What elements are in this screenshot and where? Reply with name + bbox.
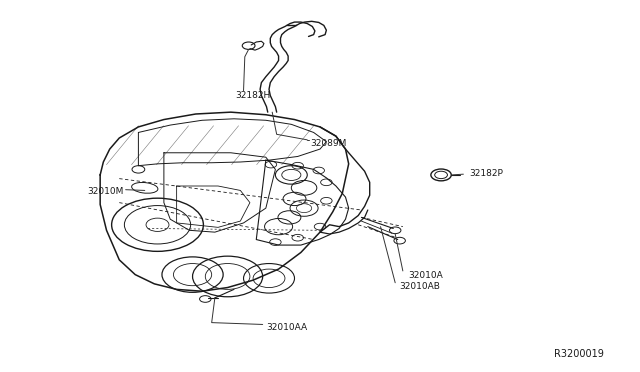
- Text: 32182P: 32182P: [470, 169, 504, 177]
- Text: R3200019: R3200019: [554, 349, 604, 359]
- Text: 32182H: 32182H: [236, 91, 271, 100]
- Text: 32010A: 32010A: [408, 271, 443, 280]
- Text: 32010AA: 32010AA: [266, 323, 307, 331]
- Text: 32010AB: 32010AB: [399, 282, 440, 291]
- Text: 32089M: 32089M: [310, 139, 347, 148]
- Text: 32010M: 32010M: [88, 187, 124, 196]
